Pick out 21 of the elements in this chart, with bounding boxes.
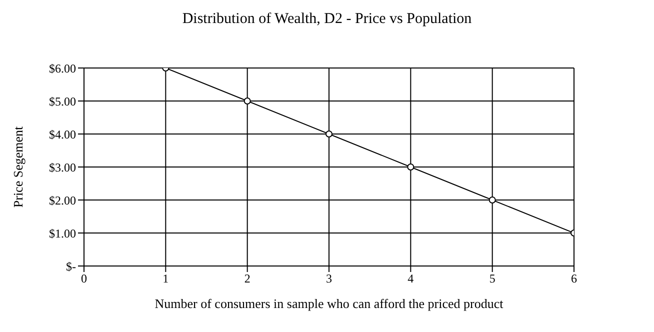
point: [244, 98, 251, 104]
x-axis-title: Number of consumers in sample who can afford the priced product: [154, 296, 504, 311]
y-tick-label: $6.00: [49, 61, 76, 76]
x-tick-label: 0: [81, 272, 87, 286]
y-axis-title: Price Segement: [10, 126, 26, 208]
x-tick-label: 3: [326, 272, 332, 286]
x-tick-label: 6: [571, 272, 577, 286]
point: [488, 196, 496, 204]
y-tick-label: $4.00: [49, 127, 76, 142]
point: [407, 164, 414, 170]
point: [326, 130, 332, 138]
x-tick-label: 2: [244, 272, 250, 286]
y-tick-label: $2.00: [49, 193, 76, 208]
y-tick-label: $-: [66, 259, 76, 274]
chart-title: Distribution of Wealth, D2 - Price vs Population: [181, 11, 473, 28]
x-tick-label: 4: [408, 272, 414, 286]
x-tick-label: 1: [162, 272, 169, 286]
x-tick-label: 5: [489, 272, 496, 286]
y-tick-label: $5.00: [49, 94, 76, 108]
y-tick-label: $1.00: [49, 226, 76, 240]
y-tick-label: $3.00: [49, 160, 76, 174]
